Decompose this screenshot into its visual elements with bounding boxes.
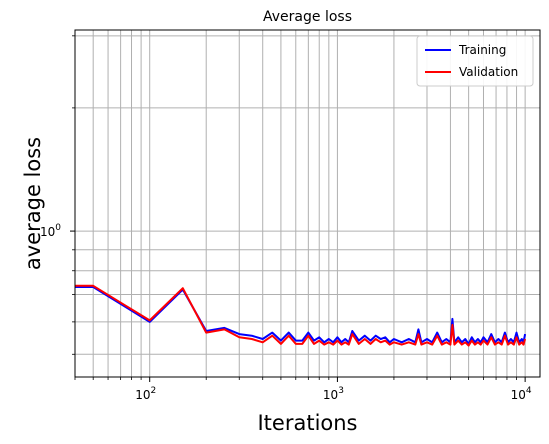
x-tick-label: 103 [323,386,344,402]
x-tick-label: 102 [135,386,156,402]
y-ticks: 100 [40,35,75,355]
y-tick-label: 100 [40,223,61,239]
grid [74,30,540,377]
x-axis-label: Iterations [257,411,357,435]
chart-title: Average loss [263,9,352,25]
legend-label-validation: Validation [459,65,518,79]
plot-frame [74,29,541,378]
series-line-training [75,286,527,345]
y-axis-label: average loss [21,137,45,270]
legend-box [416,35,534,87]
plot-lines [75,284,527,347]
x-tick-label: 104 [511,386,532,402]
series-line-validation [75,284,527,347]
legend-label-training: Training [458,43,506,57]
x-ticks: 102 103 104 [74,377,532,402]
legend: Training Validation [416,35,534,87]
